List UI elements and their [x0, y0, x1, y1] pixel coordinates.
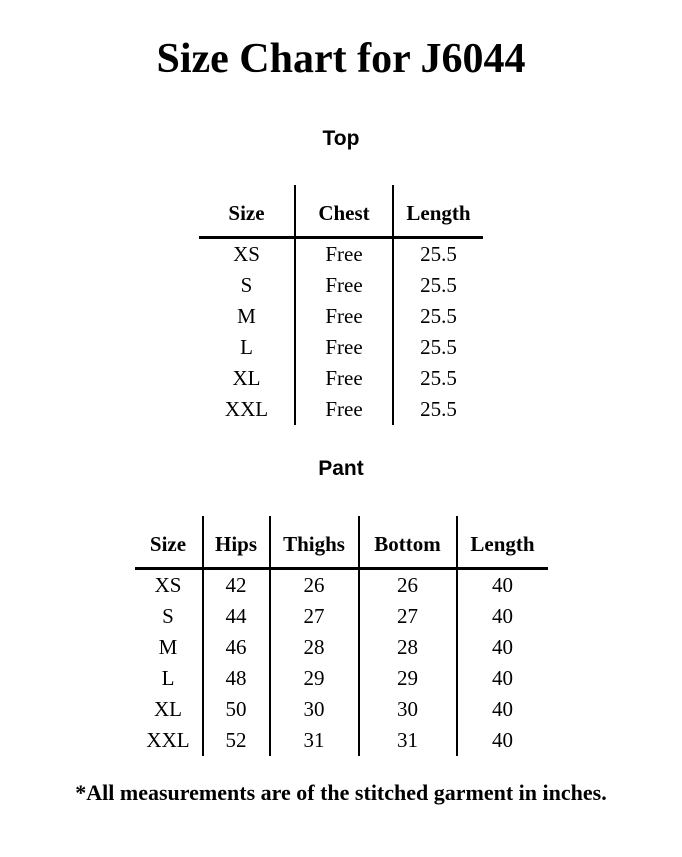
table-cell-thighs: 27 [268, 600, 359, 632]
table-cell-chest: Free [294, 394, 393, 426]
table-cell-hips: 44 [201, 600, 270, 632]
measurements-footnote: *All measurements are of the stitched ga… [75, 779, 607, 805]
pant-column-header-length: Length [455, 515, 548, 570]
table-cell-size: M [158, 634, 178, 659]
table-cell-length: 40 [455, 724, 548, 756]
table-cell-hips: 50 [201, 693, 270, 725]
table-cell-bottom: 28 [357, 631, 457, 663]
table-cell-size: XXL [146, 727, 190, 752]
table-cell-size: L [240, 335, 253, 360]
table-cell-size: S [162, 603, 174, 628]
pant-column-header-size: Size [134, 515, 203, 570]
table-cell-chest: Free [294, 237, 393, 271]
pant-table-header-row: Size Hips Thighs Bottom Length [134, 515, 548, 570]
table-cell-bottom: 27 [357, 600, 457, 632]
table-row: L Free 25.5 [199, 332, 483, 364]
table-cell-length: 25.5 [392, 363, 483, 395]
table-cell-size: XS [154, 572, 182, 597]
table-cell-length: 25.5 [392, 237, 483, 271]
table-cell-hips: 52 [201, 724, 270, 756]
table-cell-hips: 48 [201, 662, 270, 694]
table-cell-thighs: 26 [268, 568, 359, 601]
pant-column-header-thighs: Thighs [268, 515, 359, 570]
table-row: XL Free 25.5 [199, 363, 483, 395]
table-row: M 46 28 28 40 [135, 631, 548, 663]
table-cell-length: 40 [455, 600, 548, 632]
table-row: M Free 25.5 [199, 301, 483, 333]
table-cell-size: L [161, 665, 175, 690]
table-cell-chest: Free [294, 332, 393, 364]
table-row: S 44 27 27 40 [135, 600, 548, 632]
table-cell-size: XL [154, 696, 182, 721]
page-title: Size Chart for J6044 [156, 36, 526, 82]
table-cell-bottom: 30 [357, 693, 457, 725]
table-row: S Free 25.5 [199, 270, 483, 302]
table-cell-hips: 42 [201, 568, 270, 601]
top-size-table: Size Chest Length XS Free 25.5 S Free 25… [199, 185, 483, 426]
table-cell-length: 25.5 [392, 270, 483, 302]
table-cell-chest: Free [294, 363, 393, 395]
table-cell-hips: 46 [201, 631, 270, 663]
table-cell-chest: Free [294, 301, 393, 333]
table-cell-bottom: 31 [357, 724, 457, 756]
top-table-header-row: Size Chest Length [199, 185, 483, 240]
table-cell-thighs: 31 [268, 724, 359, 756]
top-column-header-chest: Chest [294, 185, 393, 240]
pant-size-table: Size Hips Thighs Bottom Length XS 42 26 … [134, 515, 548, 756]
table-cell-length: 40 [455, 568, 548, 601]
table-cell-length: 40 [455, 662, 548, 694]
table-row: XL 50 30 30 40 [135, 693, 548, 725]
table-cell-length: 25.5 [392, 394, 483, 426]
table-cell-chest: Free [294, 270, 393, 302]
top-column-header-size: Size [199, 185, 295, 240]
table-cell-length: 40 [455, 693, 548, 725]
table-row: XXL 52 31 31 40 [135, 724, 548, 756]
pant-column-header-hips: Hips [201, 515, 270, 570]
table-cell-length: 25.5 [392, 332, 483, 364]
table-cell-size: XS [233, 242, 260, 267]
table-cell-bottom: 29 [357, 662, 457, 694]
table-cell-thighs: 29 [268, 662, 359, 694]
table-cell-size: XL [232, 366, 261, 391]
table-row: L 48 29 29 40 [135, 662, 548, 694]
table-cell-thighs: 28 [268, 631, 359, 663]
top-column-header-length: Length [392, 185, 483, 240]
pant-section-heading: Pant [318, 457, 364, 481]
table-row: XS Free 25.5 [199, 237, 483, 271]
table-row: XS 42 26 26 40 [135, 568, 548, 601]
table-cell-thighs: 30 [268, 693, 359, 725]
table-cell-size: XXL [224, 397, 269, 422]
top-section-heading: Top [322, 127, 360, 151]
table-cell-length: 25.5 [392, 301, 483, 333]
pant-column-header-bottom: Bottom [357, 515, 457, 570]
table-cell-size: S [240, 273, 253, 298]
table-row: XXL Free 25.5 [199, 394, 483, 426]
table-cell-bottom: 26 [357, 568, 457, 601]
table-cell-length: 40 [455, 631, 548, 663]
table-cell-size: M [237, 304, 256, 329]
